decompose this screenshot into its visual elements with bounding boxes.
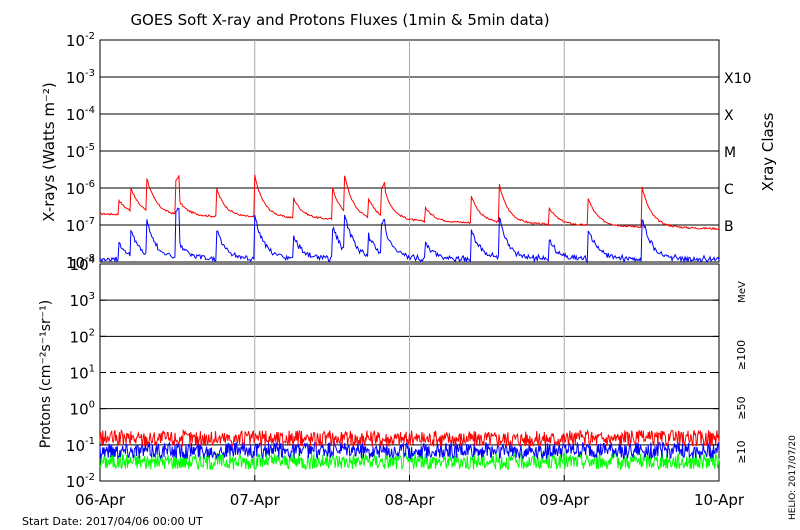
credit-label: HELIO: 2017/07/20	[788, 435, 798, 520]
proton-tick-label: 10-2	[66, 472, 95, 491]
proton-grid	[100, 263, 719, 482]
proton-series-line	[99, 428, 720, 448]
x-tick-label: 09-Apr	[539, 491, 590, 509]
proton-series-line	[99, 440, 720, 461]
xray-tick-label: 10-7	[66, 216, 95, 235]
xray-tick-label: 10-4	[66, 105, 95, 124]
x-tick-label: 07-Apr	[230, 491, 281, 509]
proton-tick-labels: 104 103 102 101 100 10-1 10-2	[66, 255, 95, 491]
proton-unit-label: MeV	[737, 281, 748, 303]
xray-tick-label: 10-6	[66, 179, 95, 198]
proton-legend-label: ≥100	[735, 340, 748, 370]
proton-tick-label: 10-1	[66, 436, 95, 455]
xray-tick-label: 10-8	[66, 253, 95, 272]
proton-series-line	[99, 451, 720, 471]
x-tick-label: 10-Apr	[694, 491, 745, 509]
proton-tick-label: 104	[70, 255, 95, 274]
xray-grid	[100, 39, 719, 263]
proton-tick-label: 100	[70, 400, 95, 419]
xray-class-label: X	[724, 108, 734, 124]
proton-legend-label: ≥50	[735, 396, 748, 419]
xray-class-label: M	[724, 145, 736, 161]
xray-class-label: X10	[724, 71, 751, 87]
x-tick-label: 08-Apr	[384, 491, 435, 509]
proton-series	[99, 428, 720, 471]
xray-series-line	[100, 174, 720, 231]
x-axis-tick-labels: 06-Apr 07-Apr 08-Apr 09-Apr 10-Apr	[75, 475, 745, 509]
x-tick-label: 06-Apr	[75, 491, 126, 509]
start-date-label: Start Date: 2017/04/06 00:00 UT	[22, 515, 203, 528]
chart-title: GOES Soft X-ray and Protons Fluxes (1min…	[130, 11, 549, 29]
xray-class-label: C	[724, 182, 734, 198]
proton-legend-label: ≥10	[735, 440, 748, 463]
xray-y-axis-label: X-rays (Watts m⁻²)	[40, 82, 58, 221]
proton-tick-label: 103	[70, 291, 95, 310]
xray-tick-label: 10-2	[66, 31, 95, 50]
proton-y-axis-label: Protons (cm⁻²s⁻¹sr⁻¹)	[38, 300, 54, 449]
xray-series-line	[99, 207, 720, 264]
xray-tick-labels: 10-2 10-3 10-4 10-5 10-6 10-7 10-8	[66, 31, 95, 272]
xray-tick-label: 10-3	[66, 68, 95, 87]
xray-panel: 10-2 10-3 10-4 10-5 10-6 10-7 10-8 X10 X M C B X-r…	[40, 31, 777, 272]
proton-panel: 104 103 102 101 100 10-1 10-2 ≥10 ≥50 ≥100 Proto…	[38, 255, 748, 491]
xray-class-axis-label: Xray Class	[759, 112, 777, 191]
proton-tick-label: 102	[70, 327, 95, 346]
xray-tick-label: 10-5	[66, 142, 95, 161]
proton-tick-label: 101	[70, 364, 95, 383]
xray-class-label: B	[724, 219, 734, 235]
xray-class-labels: X10 X M C B	[724, 71, 751, 235]
xray-series	[99, 174, 720, 264]
proton-legend: ≥10 ≥50 ≥100	[735, 340, 748, 464]
